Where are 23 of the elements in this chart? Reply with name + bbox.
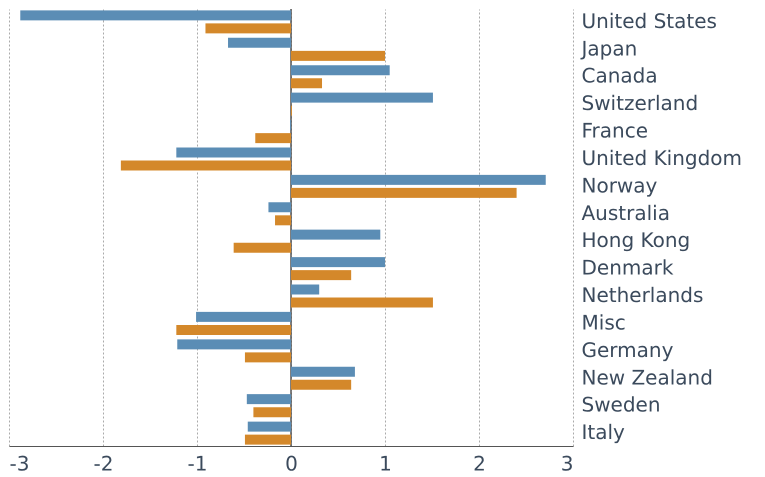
x-tick-label: 0 — [285, 452, 298, 476]
y-tick-label: United States — [582, 8, 717, 33]
y-tick-label: Canada — [582, 64, 658, 88]
x-tick-label: 3 — [560, 452, 574, 476]
x-tick-label: 2 — [473, 452, 486, 476]
y-tick-label: Norway — [582, 173, 658, 198]
y-tick-label: Sweden — [582, 392, 661, 417]
y-tick-label: Japan — [580, 36, 638, 60]
x-tick-label: -2 — [94, 452, 114, 476]
y-tick-label: Italy — [582, 420, 626, 444]
y-tick-label: New Zealand — [582, 365, 713, 390]
y-tick-label: France — [582, 118, 648, 143]
y-tick-label: Netherlands — [582, 283, 704, 308]
y-tick-label: Switzerland — [582, 91, 698, 116]
y-tick-label: Australia — [582, 200, 670, 225]
x-tick-label: -3 — [10, 452, 30, 476]
y-tick-label: Denmark — [582, 256, 674, 280]
y-tick-label: Germany — [582, 338, 674, 362]
y-tick-label: Misc — [582, 310, 626, 334]
y-tick-label: Hong Kong — [582, 228, 690, 252]
x-tick-label: 1 — [379, 452, 392, 476]
x-tick-label: -1 — [188, 452, 208, 476]
y-tick-label: United Kingdom — [582, 146, 742, 170]
